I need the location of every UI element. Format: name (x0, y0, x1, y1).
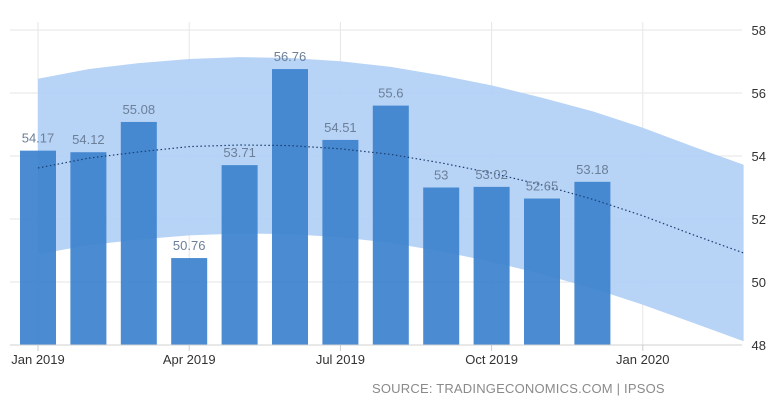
source-note: SOURCE: TRADINGECONOMICS.COM | IPSOS (372, 381, 665, 396)
bar (473, 186, 510, 345)
bar (20, 150, 56, 345)
data-label: 56.76 (274, 49, 307, 64)
y-tick-label: 56 (752, 86, 766, 101)
data-label: 53 (434, 168, 448, 183)
x-tick-label: Jan 2019 (11, 352, 65, 367)
data-label: 50.76 (173, 238, 206, 253)
trend-line (37, 144, 744, 254)
x-tick-label: Apr 2019 (163, 352, 216, 367)
bar (322, 139, 359, 345)
data-label: 54.17 (22, 131, 55, 146)
axes: 48 50 52 54 56 58 Jan 2019 Apr 2019 Jul 2019 Oct … (10, 23, 766, 367)
bar (524, 198, 560, 345)
data-label: 53.02 (475, 167, 508, 182)
bar (171, 258, 208, 345)
bar (372, 105, 409, 345)
x-tick-label: Jan 2020 (616, 352, 670, 367)
data-label: 54.51 (324, 120, 357, 135)
data-label: 52.65 (526, 179, 559, 194)
bar (272, 69, 308, 345)
y-tick-label: 52 (752, 212, 766, 227)
y-tick-label: 58 (752, 23, 766, 38)
bar (120, 121, 157, 345)
trend-line-group (37, 144, 744, 254)
data-label: 53.71 (223, 145, 256, 160)
y-tick-label: 48 (752, 338, 766, 353)
data-label: 55.08 (123, 102, 156, 117)
data-labels: 54.17 54.12 55.08 50.76 53.71 56.76 54.51 55.6 5… (22, 49, 609, 253)
bar (574, 181, 611, 345)
bar (70, 152, 107, 345)
y-tick-label: 54 (752, 149, 766, 164)
data-label: 54.12 (72, 132, 105, 147)
y-tick-label: 50 (752, 275, 766, 290)
bars (20, 69, 611, 345)
bar (221, 165, 258, 345)
x-tick-label: Oct 2019 (465, 352, 518, 367)
x-tick-label: Jul 2019 (316, 352, 365, 367)
data-label: 55.6 (378, 86, 403, 101)
bar (423, 187, 460, 345)
data-label: 53.18 (576, 162, 609, 177)
